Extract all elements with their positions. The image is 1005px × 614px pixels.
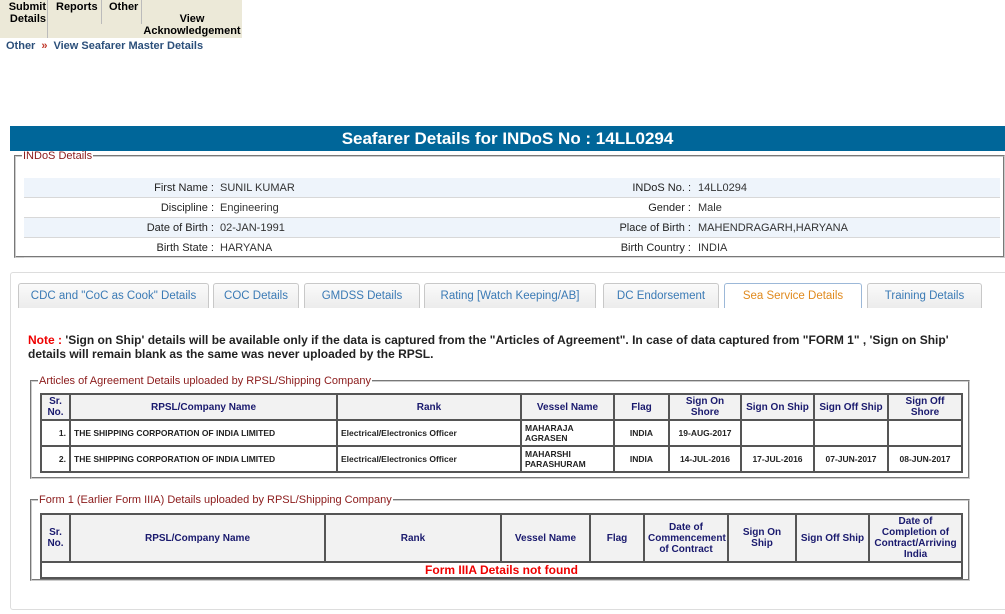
tab-training-details[interactable]: Training Details	[867, 283, 982, 308]
field-label: Discipline :	[160, 202, 214, 214]
top-menu: Submit Details Reports Other View Acknow…	[0, 0, 242, 38]
sea-service-note: Note : 'Sign on Ship' details will be av…	[28, 333, 988, 361]
field-value: Male	[698, 202, 722, 214]
table-cell: THE SHIPPING CORPORATION OF INDIA LIMITE…	[69, 445, 338, 473]
table-cell: Electrical/Electronics Officer	[336, 445, 522, 473]
column-header: Sign Off Ship	[813, 393, 889, 421]
field-value: Engineering	[220, 202, 279, 214]
table-cell: INDIA	[613, 445, 670, 473]
note-label: Note :	[28, 333, 62, 347]
indos-details-fieldset: INDoS Details First Name : SUNIL KUMAR IND…	[14, 150, 1005, 258]
tab-rating-watch-keeping-ab[interactable]: Rating [Watch Keeping/AB]	[424, 283, 596, 308]
note-text: 'Sign on Ship' details will be available…	[28, 333, 949, 361]
table-cell	[813, 419, 889, 447]
column-header: Vessel Name	[520, 393, 615, 421]
articles-legend: Articles of Agreement Details uploaded b…	[39, 375, 372, 387]
form1-legend: Form 1 (Earlier Form IIIA) Details uploa…	[39, 494, 392, 506]
column-header: Flag	[613, 393, 670, 421]
column-header: Flag	[589, 513, 645, 563]
indos-row: Date of Birth : 02-JAN-1991 Place of Birth…	[24, 218, 1000, 238]
articles-table: Sr. No. RPSL/Company Name Rank Vessel Name F…	[40, 393, 963, 473]
tab-dc-endorsement[interactable]: DC Endorsement	[603, 283, 719, 308]
table-cell: Electrical/Electronics Officer	[336, 419, 522, 447]
field-label: Birth Country :	[620, 242, 691, 254]
column-header: Sign Off Ship	[795, 513, 870, 563]
column-header: Rank	[324, 513, 502, 563]
field-value: SUNIL KUMAR	[220, 182, 295, 194]
indos-row: Birth State : HARYANA Birth Country : INDIA	[24, 238, 1000, 258]
field-label: Date of Birth :	[146, 222, 214, 234]
column-header: Rank	[336, 393, 522, 421]
form1-empty-message: Form IIIA Details not found	[40, 561, 963, 579]
menu-submit-details[interactable]: Submit Details	[8, 1, 46, 25]
table-cell: MAHARAJA AGRASEN	[520, 419, 615, 447]
table-cell: MAHARSHI PARASHURAM	[520, 445, 615, 473]
column-header: Sr. No.	[40, 513, 71, 563]
tab-coc-details[interactable]: COC Details	[213, 283, 299, 308]
table-cell	[740, 419, 815, 447]
column-header: Date of Completion of Contract/Arriving …	[868, 513, 963, 563]
column-header: Sign On Ship	[740, 393, 815, 421]
articles-fieldset: Articles of Agreement Details uploaded b…	[30, 375, 970, 479]
table-cell: 17-JUL-2016	[740, 445, 815, 473]
column-header: Sr. No.	[40, 393, 71, 421]
breadcrumb-other[interactable]: Other	[6, 40, 36, 52]
field-label: Birth State :	[156, 242, 214, 254]
breadcrumb: Other » View Seafarer Master Details	[6, 40, 203, 52]
table-cell: 14-JUL-2016	[668, 445, 742, 473]
field-label: INDoS No. :	[632, 182, 691, 194]
table-cell: 08-JUN-2017	[887, 445, 963, 473]
table-cell: THE SHIPPING CORPORATION OF INDIA LIMITE…	[69, 419, 338, 447]
field-value: HARYANA	[220, 242, 273, 254]
column-header: Vessel Name	[500, 513, 591, 563]
indos-row: Discipline : Engineering Gender : Male	[24, 198, 1000, 218]
field-label: Gender :	[648, 202, 691, 214]
column-header: Sign On Shore	[668, 393, 742, 421]
table-cell: 2.	[40, 445, 71, 473]
form1-fieldset: Form 1 (Earlier Form IIIA) Details uploa…	[30, 494, 970, 581]
column-header: Sign On Ship	[727, 513, 797, 563]
tab-sea-service-details[interactable]: Sea Service Details	[724, 283, 862, 308]
menu-other[interactable]: Other	[109, 1, 139, 13]
field-label: First Name :	[154, 182, 214, 194]
tab-cdc-and-coc-as-cook-details[interactable]: CDC and "CoC as Cook" Details	[18, 283, 209, 308]
column-header: RPSL/Company Name	[69, 393, 338, 421]
breadcrumb-separator: »	[41, 40, 48, 52]
table-row: 1. THE SHIPPING CORPORATION OF INDIA LIMI…	[40, 419, 963, 447]
tab-panel	[10, 272, 1005, 610]
indos-legend: INDoS Details	[23, 150, 93, 162]
page-title: Seafarer Details for INDoS No : 14LL0294	[10, 126, 1005, 151]
table-cell: 19-AUG-2017	[668, 419, 742, 447]
form1-table: Sr. No. RPSL/Company Name Rank Vessel Name F…	[40, 513, 963, 579]
menu-view-acknowledgement[interactable]: View Acknowledgement	[143, 13, 241, 37]
tab-gmdss-details[interactable]: GMDSS Details	[304, 283, 420, 308]
table-row: 2. THE SHIPPING CORPORATION OF INDIA LIMI…	[40, 445, 963, 473]
field-value: 14LL0294	[698, 182, 747, 194]
table-cell	[887, 419, 963, 447]
field-value: 02-JAN-1991	[220, 222, 285, 234]
field-value: INDIA	[698, 242, 728, 254]
indos-row: First Name : SUNIL KUMAR INDoS No. : 14LL02…	[24, 178, 1000, 198]
menu-reports[interactable]: Reports	[56, 1, 98, 13]
column-header: Sign Off Shore	[887, 393, 963, 421]
table-cell: INDIA	[613, 419, 670, 447]
column-header: RPSL/Company Name	[69, 513, 326, 563]
table-cell: 1.	[40, 419, 71, 447]
breadcrumb-current[interactable]: View Seafarer Master Details	[53, 40, 204, 52]
table-cell: 07-JUN-2017	[813, 445, 889, 473]
column-header: Date of Commencement of Contract	[643, 513, 729, 563]
field-label: Place of Birth :	[619, 222, 691, 234]
field-value: MAHENDRAGARH,HARYANA	[698, 222, 848, 234]
